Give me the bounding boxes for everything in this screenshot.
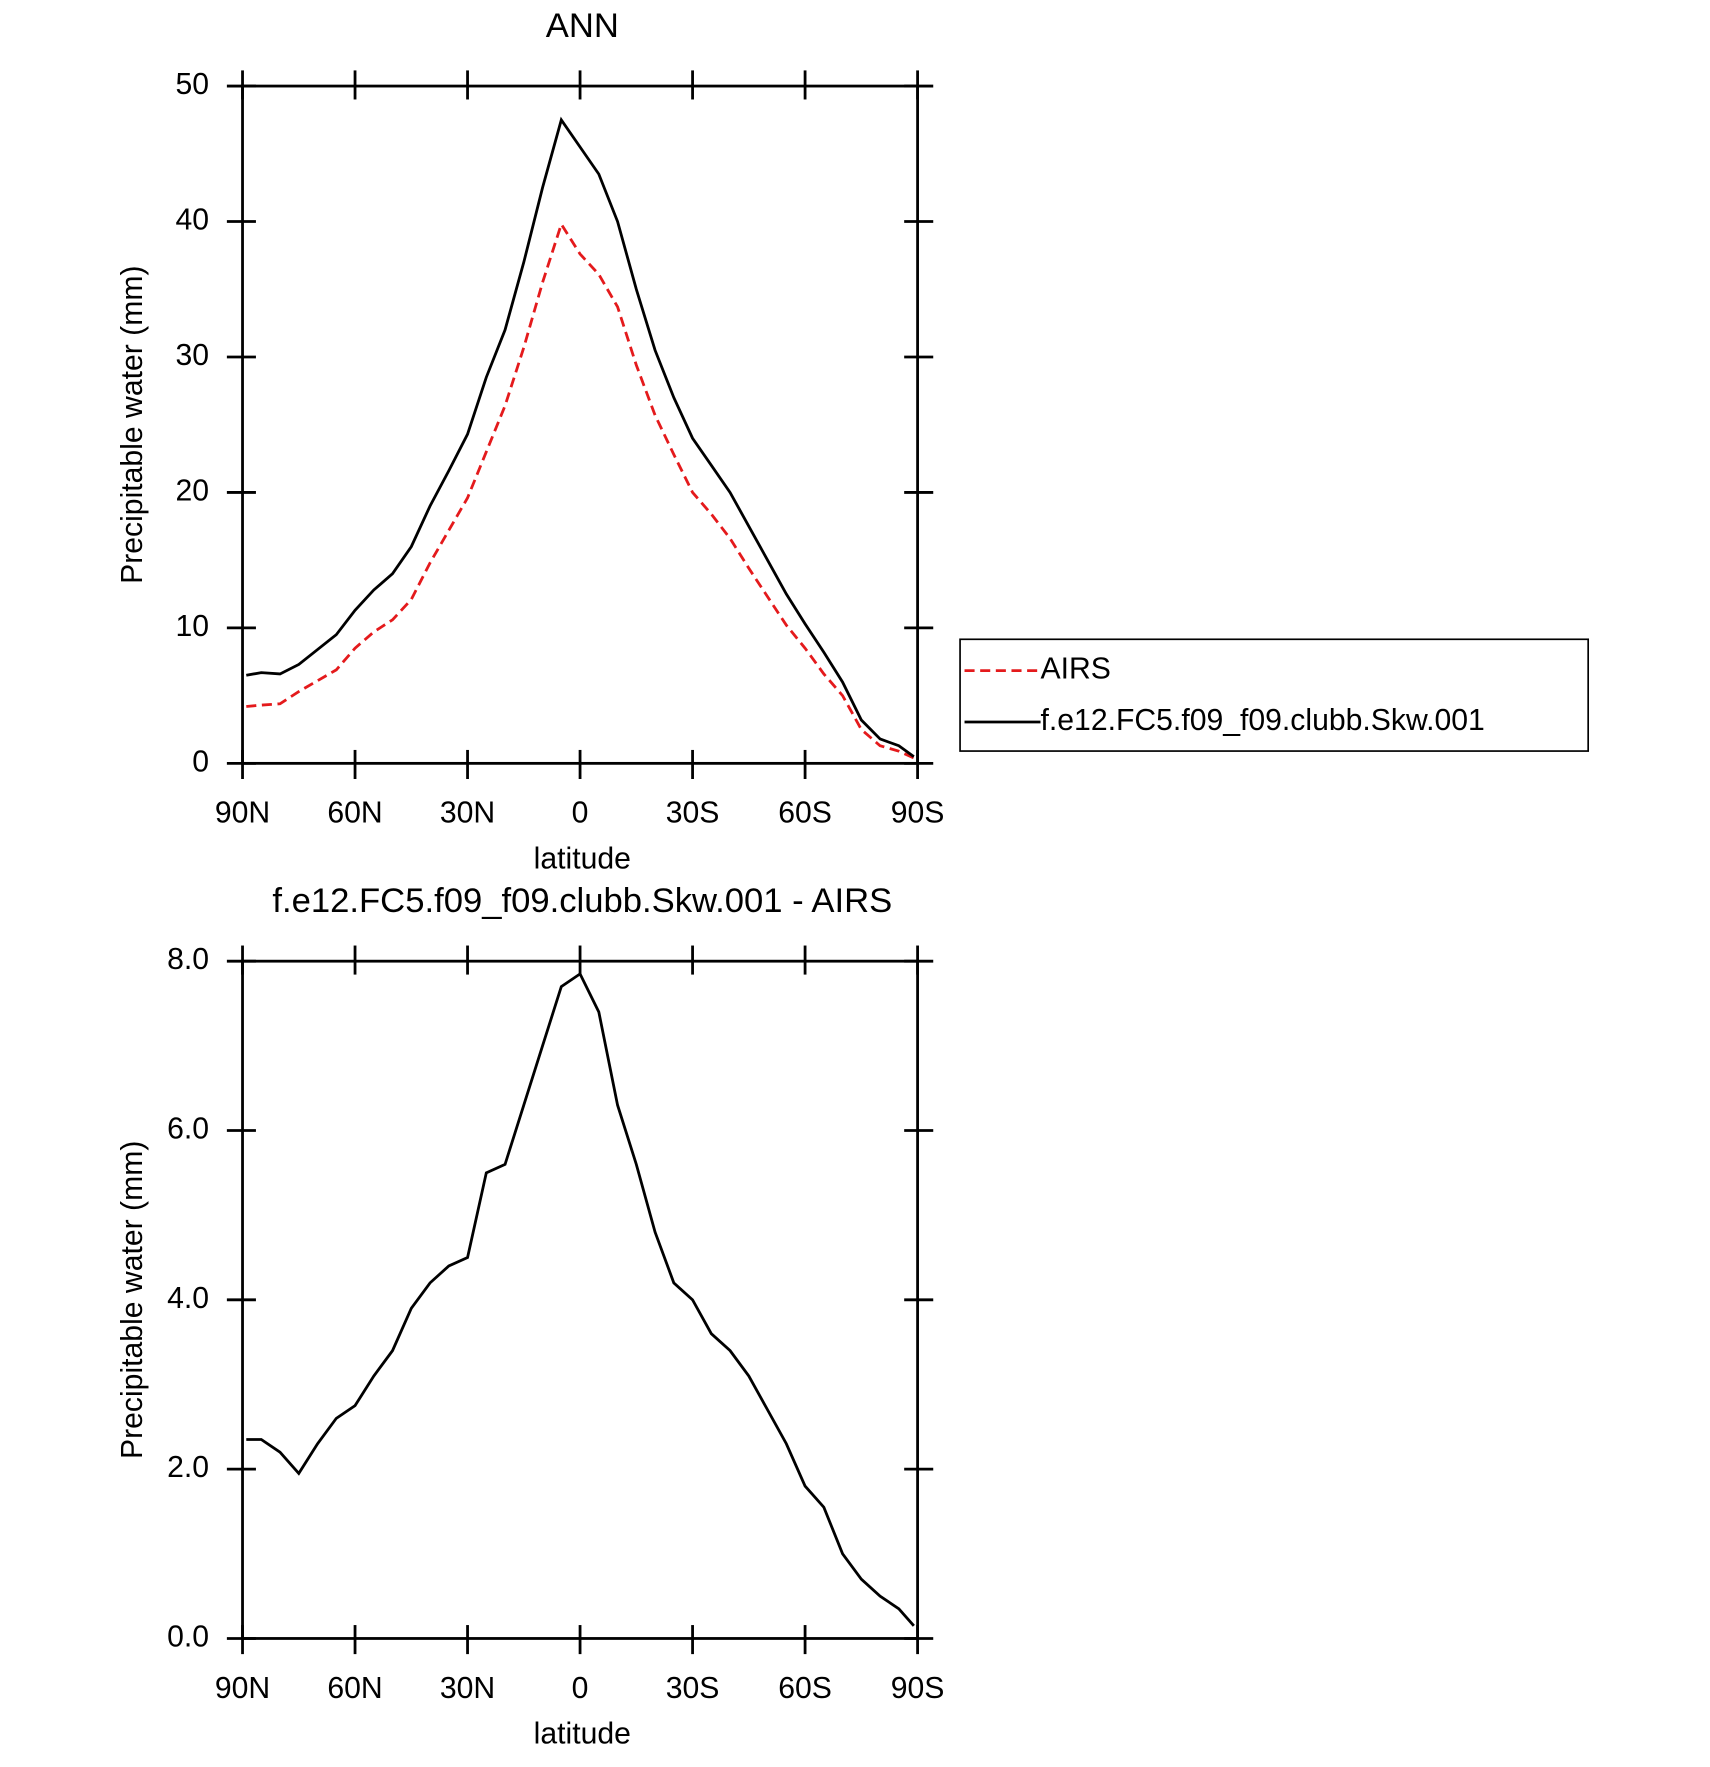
y-tick-label: 20 <box>175 474 209 507</box>
legend-label: f.e12.FC5.f09_f09.clubb.Skw.001 <box>1041 704 1485 737</box>
x-tick-label: 30S <box>666 797 720 830</box>
y-tick-label: 40 <box>175 203 209 236</box>
y-axis-label: Precipitable water (mm) <box>116 1141 149 1459</box>
x-tick-label: 60N <box>327 1672 382 1705</box>
legend-box <box>959 638 1590 752</box>
x-tick-label: 90S <box>891 797 945 830</box>
y-tick-label: 2.0 <box>167 1451 209 1484</box>
x-tick-label: 0 <box>572 1672 589 1705</box>
x-tick-label: 90N <box>215 1672 270 1705</box>
x-tick-label: 90N <box>215 797 270 830</box>
legend-label: AIRS <box>1041 653 1111 686</box>
x-axis-label: latitude <box>534 1718 631 1751</box>
x-tick-label: 30N <box>440 797 495 830</box>
y-axis-label: Precipitable water (mm) <box>116 266 149 584</box>
x-tick-label: 60S <box>778 797 832 830</box>
x-tick-label: 30S <box>666 1672 720 1705</box>
y-tick-label: 6.0 <box>167 1112 209 1145</box>
x-tick-label: 60S <box>778 1672 832 1705</box>
y-tick-label: 4.0 <box>167 1282 209 1315</box>
series-line <box>246 116 915 758</box>
chart-title: f.e12.FC5.f09_f09.clubb.Skw.001 - AIRS <box>272 882 892 920</box>
x-tick-label: 0 <box>572 797 589 830</box>
x-axis-label: latitude <box>534 843 631 876</box>
x-tick-label: 30N <box>440 1672 495 1705</box>
y-tick-label: 50 <box>175 68 209 101</box>
y-tick-label: 10 <box>175 610 209 643</box>
series-line <box>246 971 915 1627</box>
y-tick-label: 8.0 <box>167 943 209 976</box>
x-tick-label: 60N <box>327 797 382 830</box>
chart-title: ANN <box>546 7 619 45</box>
y-tick-label: 0.0 <box>167 1620 209 1653</box>
plot-frame <box>241 959 919 1640</box>
y-tick-label: 0 <box>192 745 209 778</box>
series-line <box>246 220 915 760</box>
y-tick-label: 30 <box>175 339 209 372</box>
x-tick-label: 90S <box>891 1672 945 1705</box>
